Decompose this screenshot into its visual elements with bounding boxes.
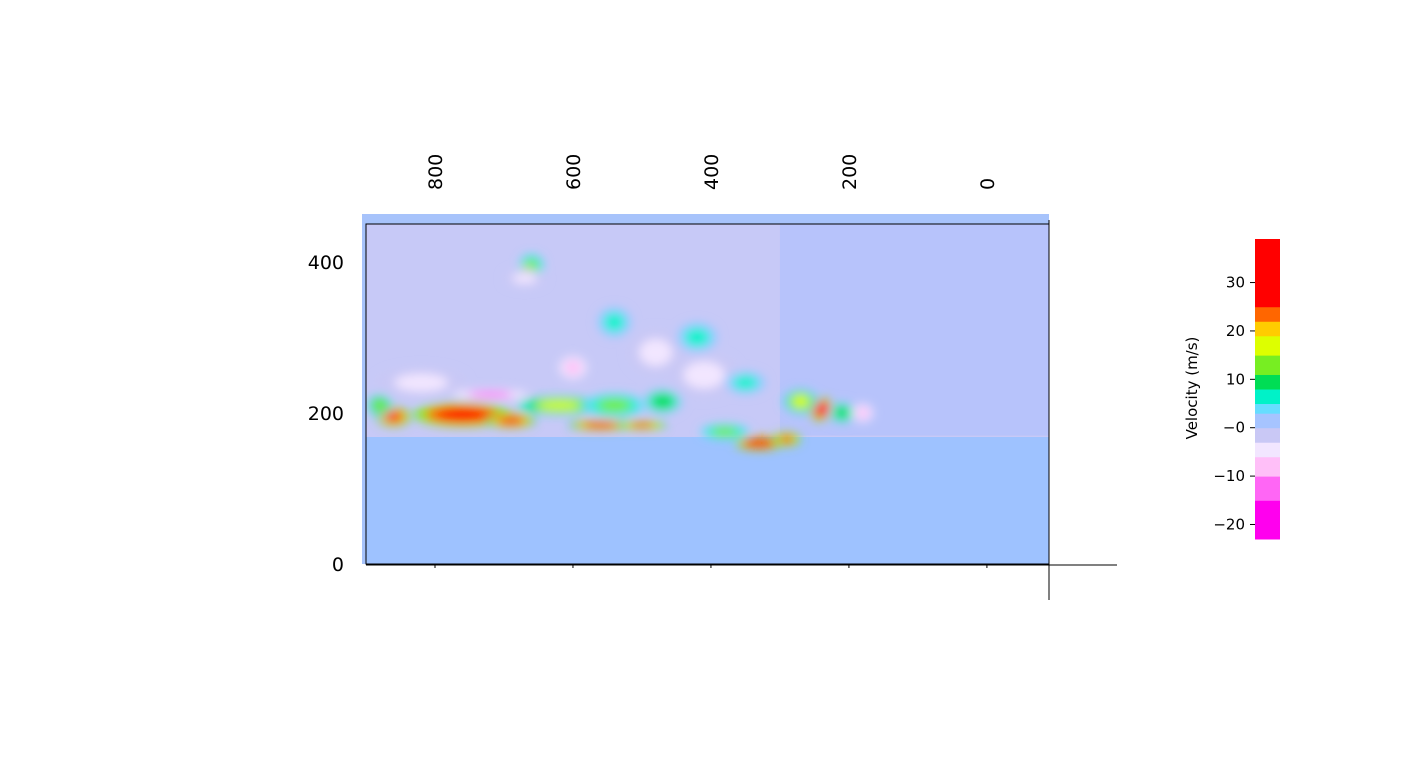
y-tick-label: 400 (308, 252, 344, 274)
heatmap-blob (628, 422, 656, 428)
x-tick-label: 800 (425, 154, 447, 190)
x-tick-label: 600 (563, 154, 585, 190)
colorbar-tick-label: −20 (1213, 515, 1245, 533)
colorbar-band (1255, 476, 1280, 501)
colorbar-band (1255, 456, 1280, 477)
heatmap-blob (583, 422, 618, 428)
x-axis-ticks: 800 600 400 200 0 (425, 154, 999, 568)
colorbar: 30 20 10 −0 −10 −20 (1213, 239, 1280, 540)
heatmap-blob (856, 407, 869, 419)
y-axis-ticks: 0 200 400 (308, 252, 344, 576)
heatmap-blob (745, 439, 773, 447)
heatmap-blob (536, 400, 582, 410)
colorbar-band (1255, 442, 1280, 458)
colorbar-tick-label: 10 (1226, 370, 1245, 388)
heatmap-blob (813, 402, 829, 416)
colorbar-band (1255, 403, 1280, 414)
heatmap-blob (651, 394, 675, 409)
colorbar-band (1255, 355, 1280, 375)
heatmap-blob (524, 265, 530, 271)
heatmap-blob (436, 407, 490, 422)
colorbar-band (1255, 321, 1280, 337)
heatmap-blob (639, 338, 673, 367)
heatmap-blob (497, 416, 525, 425)
heatmap-blob (685, 329, 709, 346)
colorbar-tick-label: −10 (1213, 467, 1245, 485)
colorbar-band (1255, 239, 1280, 308)
colorbar-label: Velocity (m/s) (1183, 337, 1201, 440)
colorbar-band (1255, 389, 1280, 405)
heatmap-blob (467, 391, 513, 398)
heatmap-blob (834, 406, 850, 420)
heatmap-blob (512, 272, 538, 284)
heatmap-blob (384, 411, 404, 423)
colorbar-band (1255, 335, 1280, 356)
heatmap-blob (779, 435, 795, 444)
heatmap-blob (791, 394, 811, 409)
y-tick-label: 200 (308, 403, 344, 425)
colorbar-tick-label: −0 (1223, 419, 1245, 437)
heatmap-blob (597, 399, 632, 412)
colorbar-tick-label: 20 (1226, 322, 1245, 340)
colorbar-band (1255, 413, 1280, 429)
heatmap-blob (711, 427, 739, 436)
colorbar-band (1255, 306, 1280, 322)
heatmap-blob (604, 313, 624, 331)
blob-layer (367, 254, 874, 450)
x-tick-label: 0 (977, 178, 999, 190)
x-tick-label: 200 (839, 154, 861, 190)
heatmap-blob (373, 399, 387, 412)
heatmap-blob (734, 376, 757, 389)
x-tick-label: 400 (701, 154, 723, 190)
heatmap-blob (564, 360, 582, 375)
lower-layer (366, 437, 1049, 564)
heatmap-blob (394, 373, 449, 392)
heatmap-blob (683, 361, 725, 389)
colorbar-tick-label: 30 (1226, 274, 1245, 292)
colorbar-band (1255, 500, 1280, 540)
colorbar-band (1255, 427, 1280, 443)
colorbar-band (1255, 374, 1280, 390)
y-tick-label: 0 (332, 554, 344, 576)
